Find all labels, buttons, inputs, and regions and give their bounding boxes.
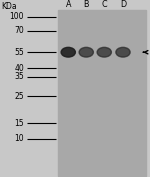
Text: 40: 40 bbox=[14, 64, 24, 73]
Ellipse shape bbox=[97, 47, 111, 57]
Text: 70: 70 bbox=[14, 27, 24, 35]
Text: 35: 35 bbox=[14, 73, 24, 81]
Text: A: A bbox=[66, 1, 71, 9]
Text: C: C bbox=[101, 1, 107, 9]
Text: 25: 25 bbox=[14, 92, 24, 101]
Ellipse shape bbox=[79, 47, 93, 57]
Ellipse shape bbox=[61, 47, 75, 57]
Text: D: D bbox=[120, 1, 126, 9]
Ellipse shape bbox=[116, 47, 130, 57]
Bar bbox=[58, 10, 146, 176]
Text: B: B bbox=[84, 1, 89, 9]
Text: 100: 100 bbox=[9, 12, 24, 21]
Text: KDa: KDa bbox=[2, 2, 17, 11]
Text: 55: 55 bbox=[14, 48, 24, 57]
Text: 10: 10 bbox=[14, 135, 24, 143]
Text: 15: 15 bbox=[14, 119, 24, 127]
